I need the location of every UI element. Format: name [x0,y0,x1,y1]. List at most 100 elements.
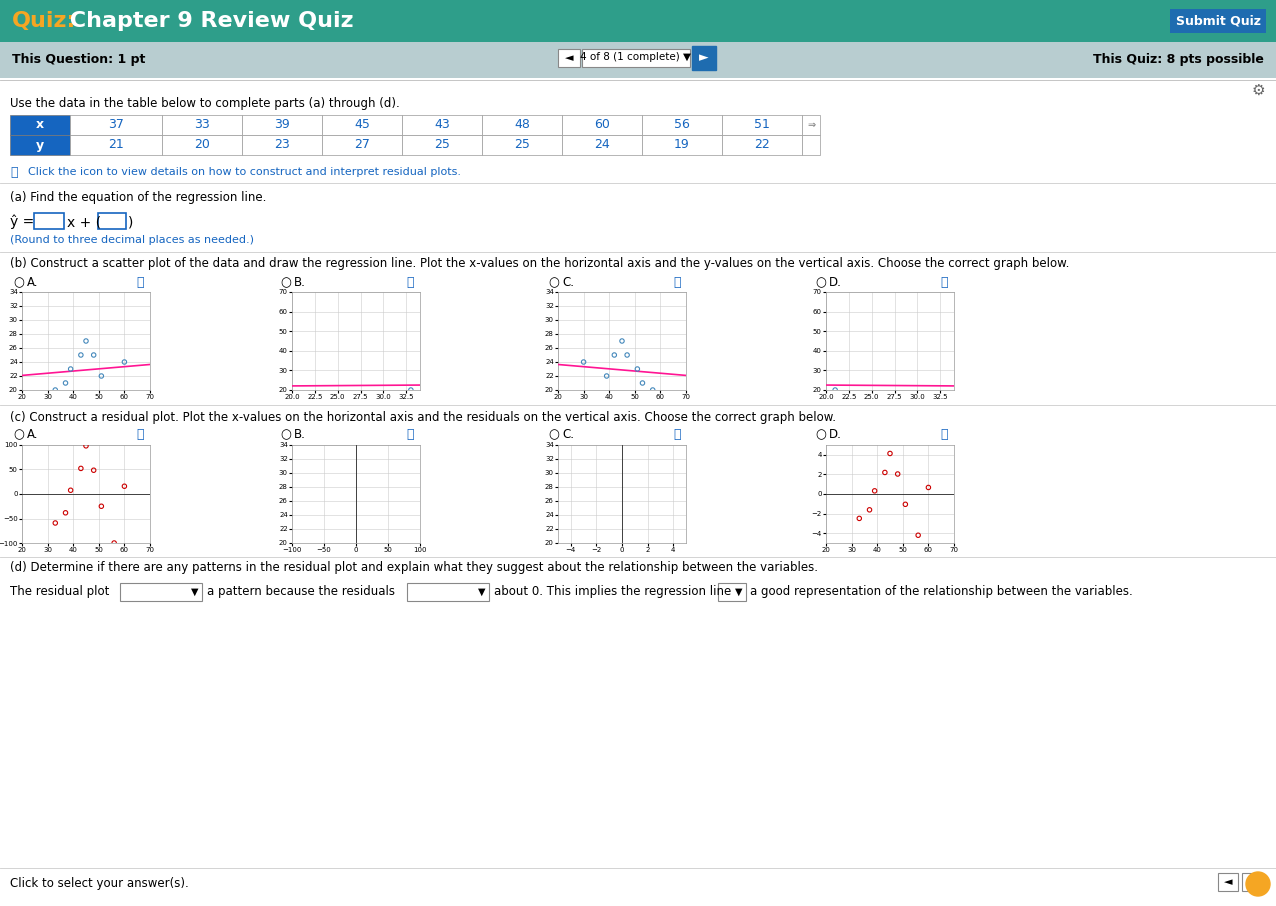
FancyBboxPatch shape [642,115,722,135]
Point [643,382,664,397]
Text: 43: 43 [434,119,450,131]
Text: D.: D. [829,429,842,441]
Point [55,506,75,520]
FancyBboxPatch shape [162,115,242,135]
Text: ○: ○ [13,429,24,441]
Text: 25: 25 [514,139,530,151]
Text: A.: A. [27,276,38,290]
Text: (c) Construct a residual plot. Plot the x-values on the horizontal axis and the : (c) Construct a residual plot. Plot the … [10,410,836,423]
FancyBboxPatch shape [692,46,716,70]
FancyBboxPatch shape [561,115,642,135]
FancyBboxPatch shape [803,115,820,135]
FancyBboxPatch shape [642,135,722,155]
Text: ○: ○ [547,276,559,290]
Point [611,385,632,400]
Text: 🔍: 🔍 [674,429,681,441]
Point [716,369,736,383]
Text: ○: ○ [815,276,826,290]
Point [83,348,103,362]
Point [75,439,96,453]
FancyBboxPatch shape [98,213,126,229]
Point [75,333,96,348]
Point [384,564,404,579]
Point [596,369,616,383]
Point [103,390,124,404]
Text: Quiz:: Quiz: [11,11,77,31]
Text: ⇒: ⇒ [806,120,815,130]
Text: ○: ○ [547,429,559,441]
Point [401,382,421,397]
Point [438,381,458,395]
Text: 56: 56 [674,119,690,131]
FancyBboxPatch shape [34,213,64,229]
Point [661,379,681,393]
FancyBboxPatch shape [722,115,803,135]
Point [734,373,754,388]
Point [896,497,916,512]
Text: 20: 20 [194,139,211,151]
Text: 📋: 📋 [10,166,18,178]
Text: 27: 27 [353,139,370,151]
Point [1086,687,1106,701]
Point [864,484,884,498]
Point [45,516,65,530]
FancyBboxPatch shape [402,135,482,155]
Text: C.: C. [561,429,574,441]
Text: This Question: 1 pt: This Question: 1 pt [11,53,145,66]
Point [849,511,869,525]
Point [1188,647,1208,661]
Text: 🔍: 🔍 [137,429,144,441]
FancyBboxPatch shape [1170,9,1266,33]
FancyBboxPatch shape [0,42,1276,78]
Text: ○: ○ [279,276,291,290]
Point [826,382,846,397]
Text: ▼: ▼ [190,587,198,597]
FancyBboxPatch shape [0,0,1276,42]
Text: about 0. This implies the regression line: about 0. This implies the regression lin… [494,585,731,599]
FancyBboxPatch shape [10,135,70,155]
Text: ?: ? [1253,876,1262,892]
Text: 48: 48 [514,119,530,131]
Text: a pattern because the residuals: a pattern because the residuals [207,585,396,599]
Text: x: x [36,119,45,131]
Point [376,336,397,351]
FancyBboxPatch shape [722,135,803,155]
Point [627,361,647,376]
Point [375,0,396,3]
Point [374,310,394,324]
Point [578,375,598,390]
FancyBboxPatch shape [10,115,70,135]
Text: The residual plot: The residual plot [10,585,110,599]
Point [616,348,637,362]
Point [859,503,879,517]
FancyBboxPatch shape [407,583,489,601]
Point [45,382,65,397]
Text: ⚙: ⚙ [1252,82,1265,98]
FancyBboxPatch shape [70,115,162,135]
Text: 🔍: 🔍 [137,276,144,290]
FancyBboxPatch shape [322,135,402,155]
Point [573,355,593,370]
FancyBboxPatch shape [1242,873,1262,891]
Point [493,373,513,388]
Circle shape [1245,872,1270,896]
Text: 🔍: 🔍 [940,276,948,290]
Text: Use the data in the table below to complete parts (a) through (d).: Use the data in the table below to compl… [10,97,399,110]
FancyBboxPatch shape [1219,873,1238,891]
Point [1034,693,1054,708]
Text: ○: ○ [279,429,291,441]
Point [888,467,909,481]
Text: 24: 24 [595,139,610,151]
FancyBboxPatch shape [70,135,162,155]
Text: 25: 25 [434,139,450,151]
Text: This Quiz: 8 pts possible: This Quiz: 8 pts possible [1094,53,1265,66]
Text: Chapter 9 Review Quiz: Chapter 9 Review Quiz [63,11,353,31]
Text: C.: C. [561,276,574,290]
FancyBboxPatch shape [718,583,746,601]
Point [611,333,632,348]
Text: 🔍: 🔍 [406,276,413,290]
Point [379,851,399,865]
Point [771,377,791,391]
Point [604,348,624,362]
Point [1111,673,1132,688]
